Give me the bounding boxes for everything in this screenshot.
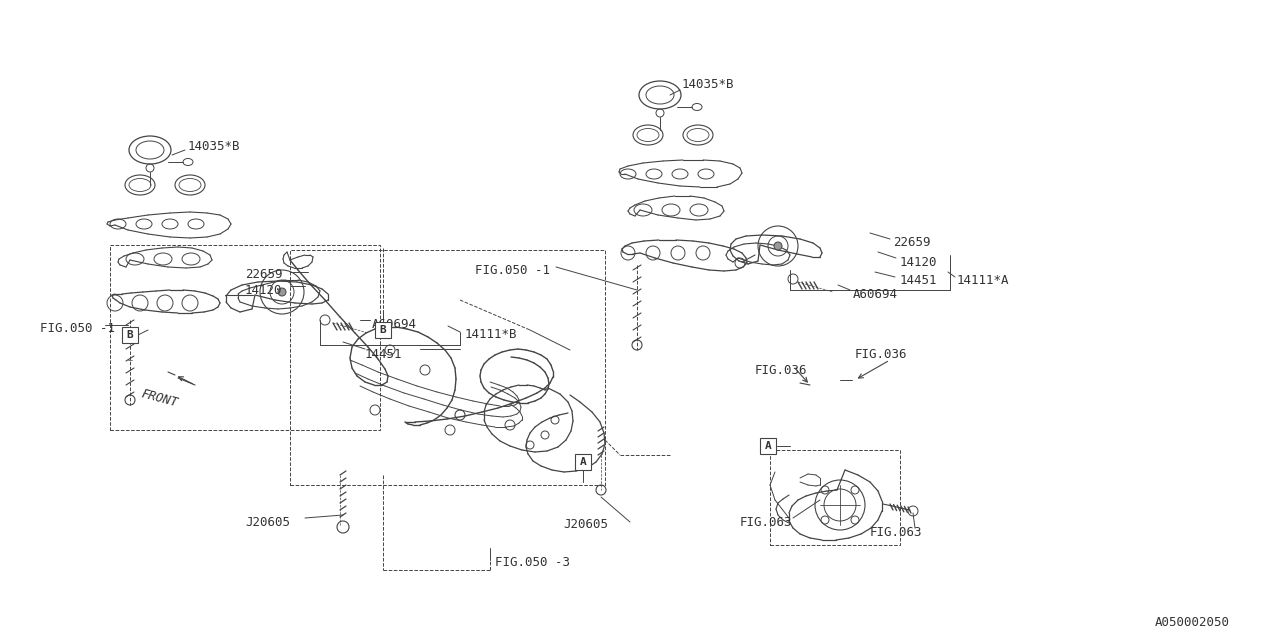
Text: 14451: 14451	[365, 349, 402, 362]
Text: 22659: 22659	[244, 269, 283, 282]
Text: FIG.050 -3: FIG.050 -3	[495, 556, 570, 568]
Text: 14035*B: 14035*B	[682, 79, 735, 92]
Text: J20605: J20605	[563, 518, 608, 531]
Text: FIG.036: FIG.036	[755, 364, 808, 376]
Text: A: A	[764, 441, 772, 451]
Bar	[375, 322, 390, 338]
Bar	[110, 245, 380, 430]
Text: B: B	[127, 330, 133, 340]
Text: J20605: J20605	[244, 515, 291, 529]
Bar	[575, 454, 591, 470]
Text: 22659: 22659	[893, 237, 931, 250]
Text: 14035*B: 14035*B	[188, 140, 241, 152]
Text: A050002050: A050002050	[1155, 616, 1230, 628]
Text: 14111*A: 14111*A	[957, 273, 1010, 287]
Text: FIG.063: FIG.063	[870, 525, 923, 538]
Text: 14120: 14120	[244, 284, 283, 296]
Text: FRONT: FRONT	[140, 387, 179, 409]
Text: FIG.050 -1: FIG.050 -1	[40, 321, 115, 335]
Bar	[771, 450, 900, 545]
Circle shape	[774, 242, 782, 250]
Bar	[760, 438, 776, 454]
Text: FIG.063: FIG.063	[740, 515, 792, 529]
Text: FIG.036: FIG.036	[855, 349, 908, 362]
Circle shape	[278, 288, 285, 296]
Bar	[291, 250, 605, 485]
Text: 14111*B: 14111*B	[465, 328, 517, 342]
Text: FIG.050 -1: FIG.050 -1	[475, 264, 550, 276]
Text: A60694: A60694	[852, 289, 899, 301]
Text: 14120: 14120	[900, 255, 937, 269]
Text: A: A	[580, 457, 586, 467]
Text: A60694: A60694	[372, 319, 417, 332]
Text: 14451: 14451	[900, 273, 937, 287]
Bar	[122, 327, 138, 343]
Text: B: B	[380, 325, 387, 335]
